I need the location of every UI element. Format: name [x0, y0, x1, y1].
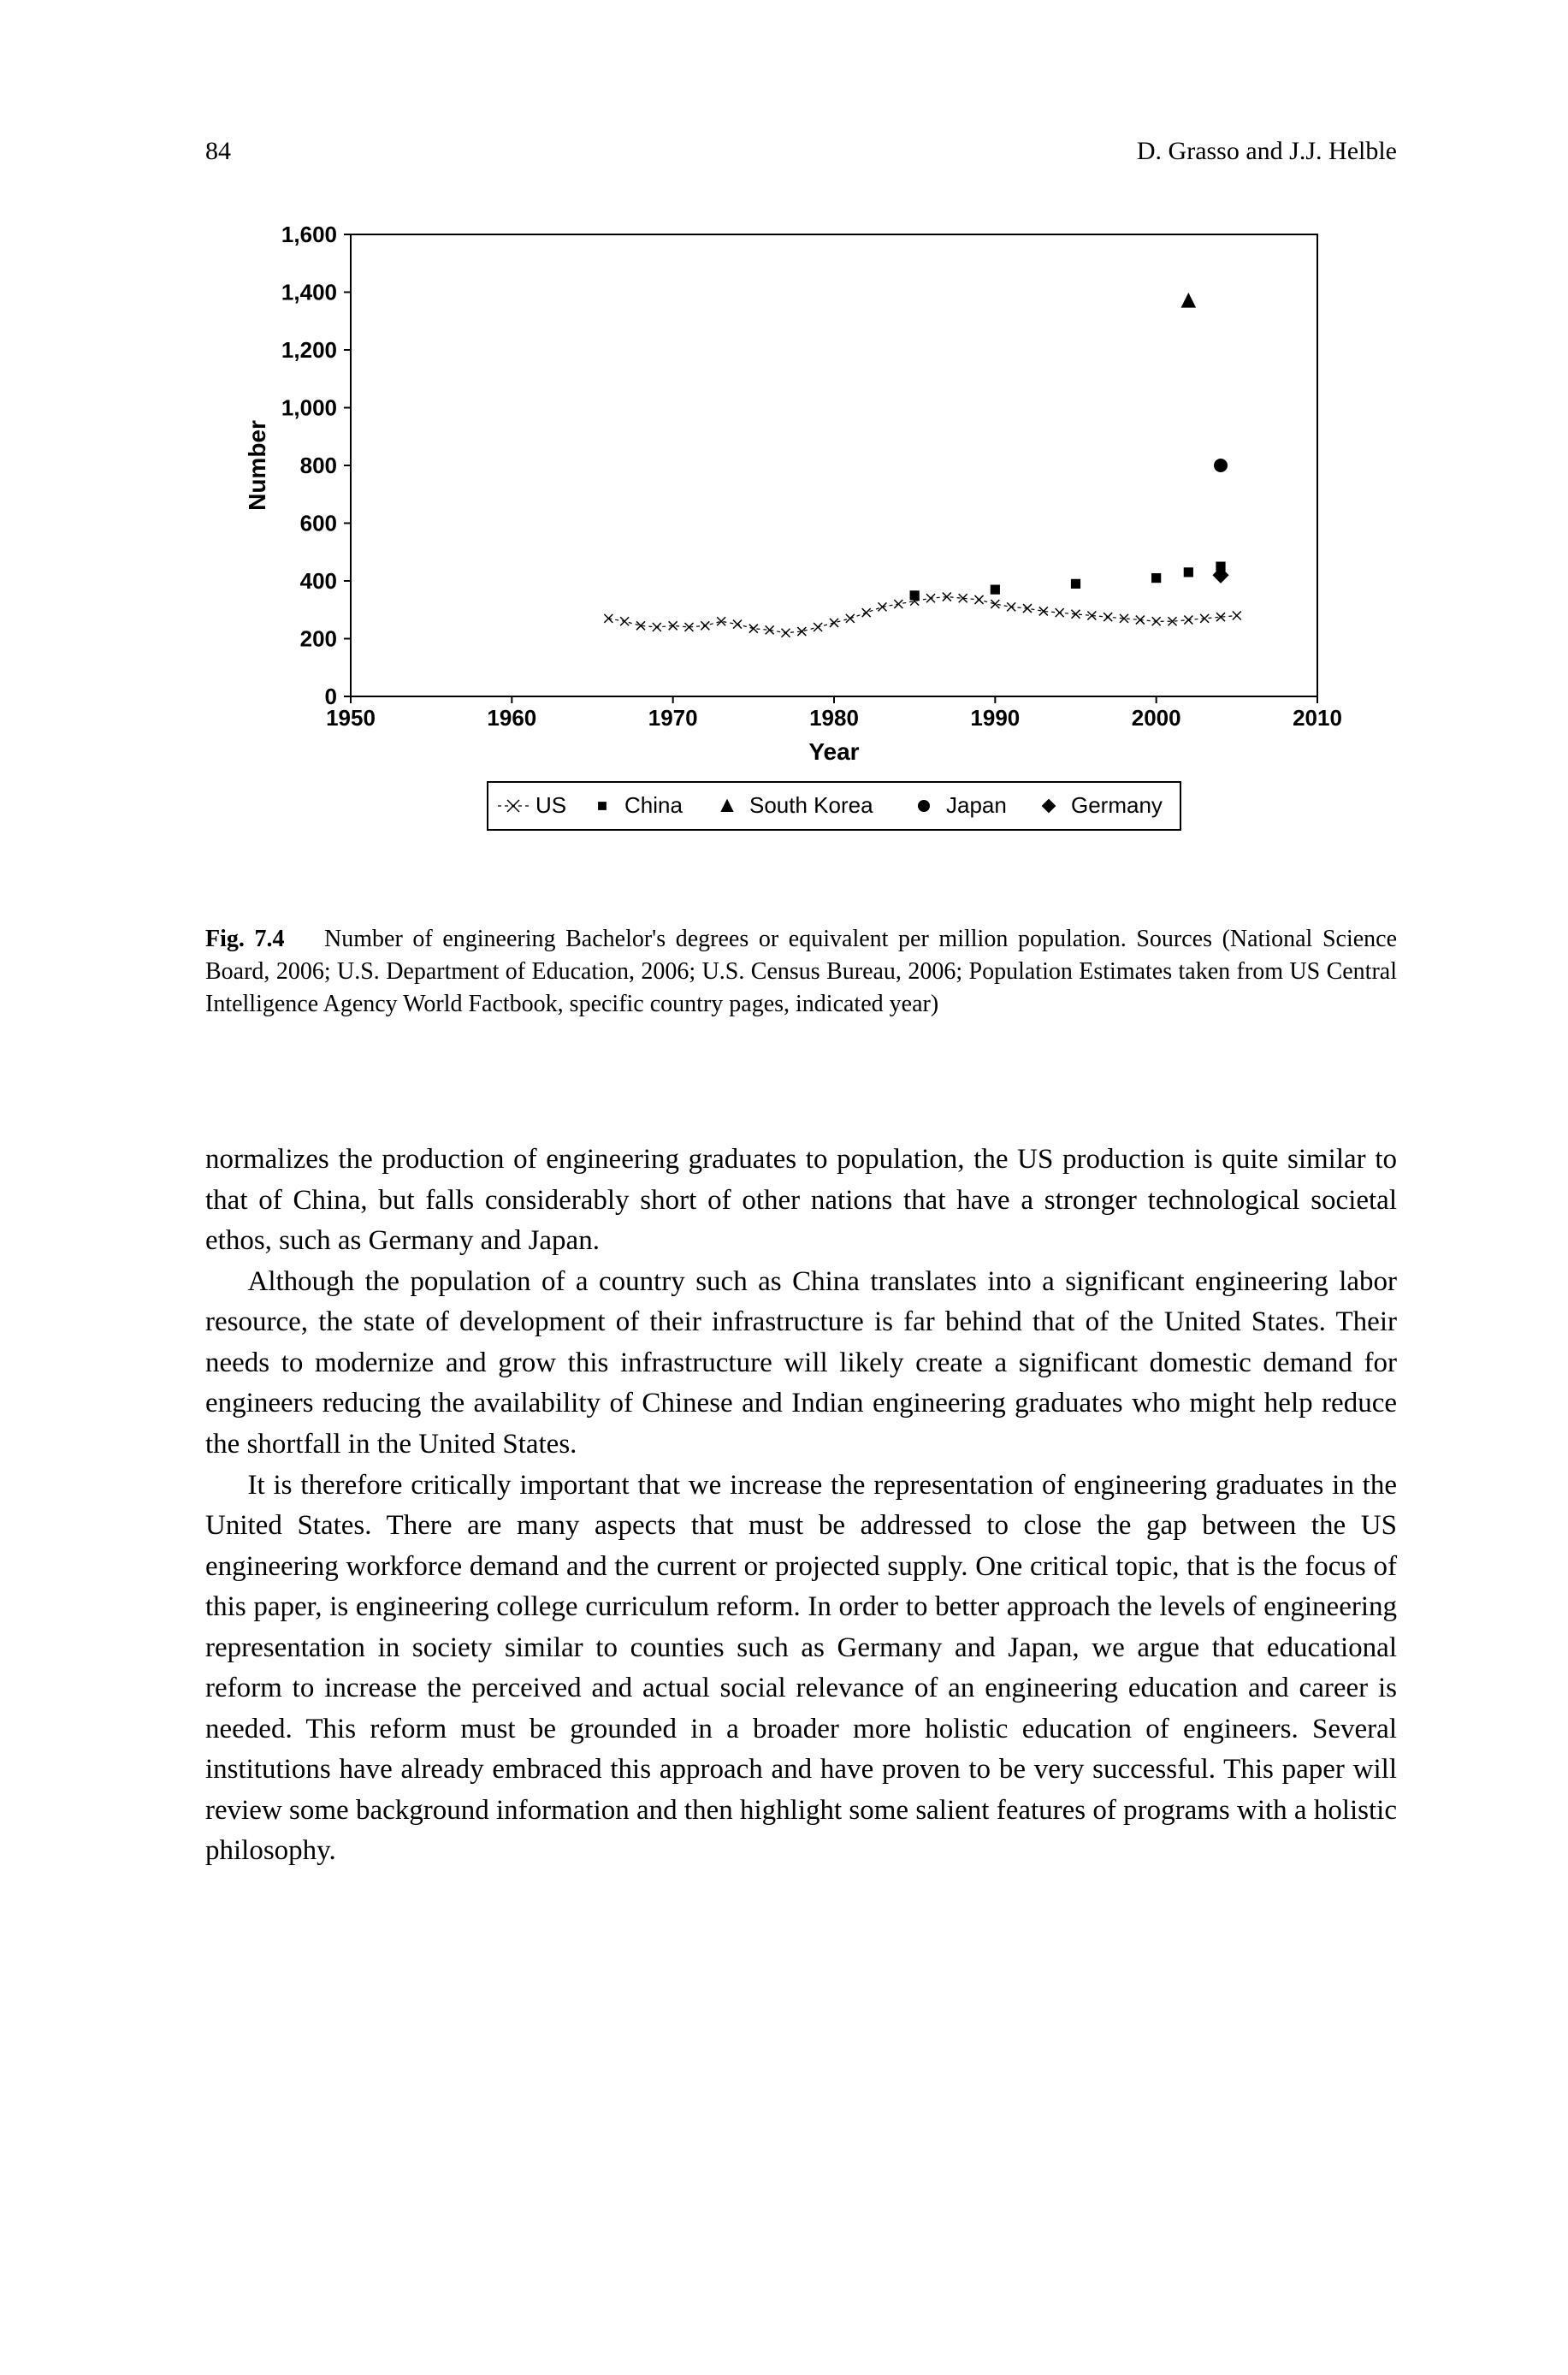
svg-text:2010: 2010	[1293, 705, 1342, 731]
figure-7-4: 02004006008001,0001,2001,4001,6001950196…	[231, 217, 1403, 889]
svg-text:South Korea: South Korea	[749, 792, 873, 818]
svg-text:1970: 1970	[648, 705, 698, 731]
svg-text:1960: 1960	[487, 705, 536, 731]
svg-text:Germany: Germany	[1071, 792, 1163, 818]
svg-text:2000: 2000	[1132, 705, 1181, 731]
figure-label: Fig. 7.4	[205, 926, 285, 952]
svg-text:400: 400	[300, 568, 337, 594]
svg-text:Year: Year	[808, 738, 859, 765]
paragraph-3: It is therefore critically important tha…	[205, 1466, 1397, 1872]
paragraph-1: normalizes the production of engineering…	[205, 1140, 1397, 1262]
svg-text:200: 200	[300, 626, 337, 652]
page: 84 D. Grasso and J.J. Helble 02004006008…	[0, 0, 1568, 2375]
svg-text:1950: 1950	[326, 705, 376, 731]
paragraph-2: Although the population of a country suc…	[205, 1262, 1397, 1466]
svg-text:1,600: 1,600	[281, 222, 337, 247]
svg-text:Number: Number	[244, 420, 270, 511]
chart-svg: 02004006008001,0001,2001,4001,6001950196…	[231, 217, 1403, 885]
figure-caption-text: Number of engineering Bachelor's degrees…	[205, 926, 1397, 1017]
page-number: 84	[205, 137, 231, 166]
svg-text:1,200: 1,200	[281, 337, 337, 363]
figure-caption: Fig. 7.4 Number of engineering Bachelor'…	[205, 923, 1397, 1020]
svg-text:600: 600	[300, 511, 337, 536]
svg-text:China: China	[624, 792, 683, 818]
svg-text:800: 800	[300, 453, 337, 478]
running-head: D. Grasso and J.J. Helble	[1137, 137, 1397, 166]
body-text: normalizes the production of engineering…	[205, 1140, 1397, 1871]
svg-text:Japan: Japan	[946, 792, 1007, 818]
svg-text:1,000: 1,000	[281, 395, 337, 421]
svg-text:1980: 1980	[809, 705, 859, 731]
running-header: 84 D. Grasso and J.J. Helble	[205, 137, 1397, 166]
svg-text:1990: 1990	[970, 705, 1020, 731]
svg-text:US: US	[535, 792, 566, 818]
svg-text:1,400: 1,400	[281, 280, 337, 305]
